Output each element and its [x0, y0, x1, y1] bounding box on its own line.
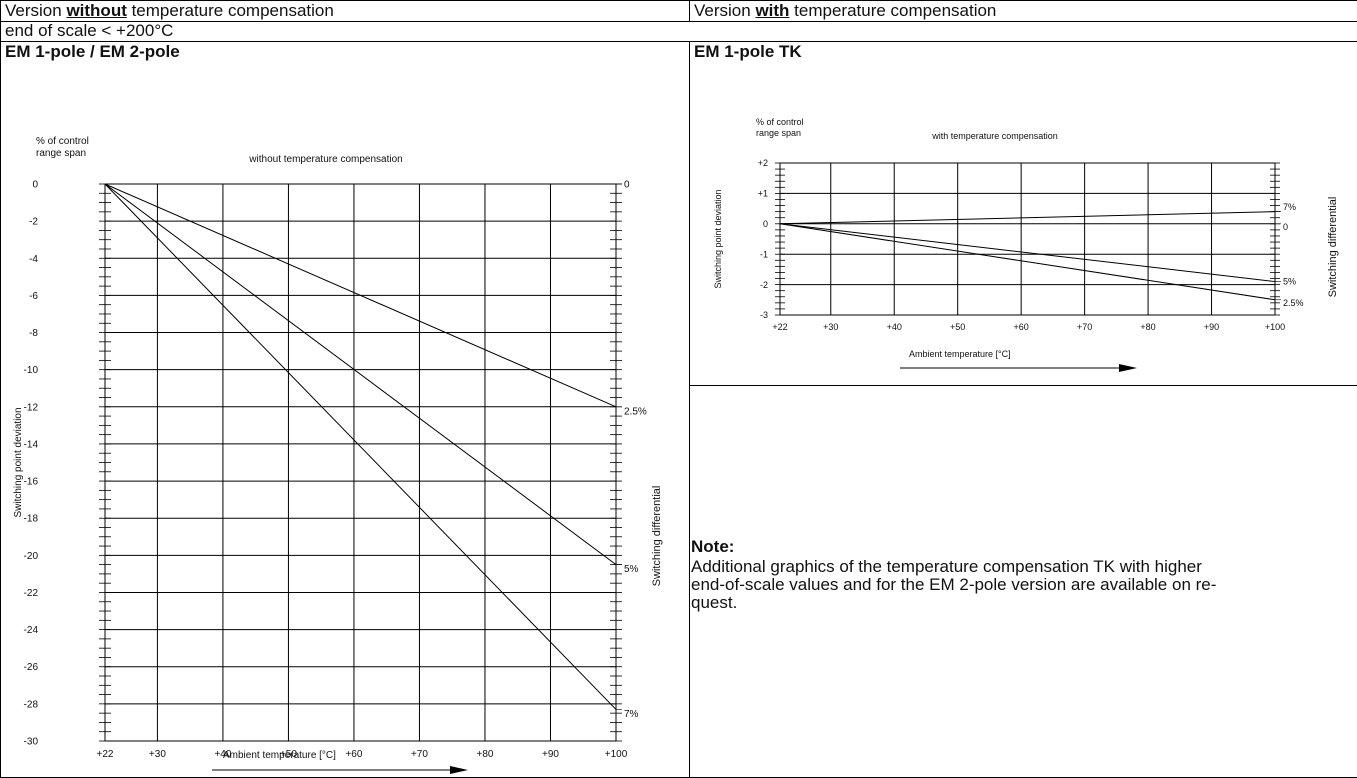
header-row2: end of scale < +200°C	[5, 21, 174, 40]
left-x-tick-label-1: +30	[149, 749, 166, 760]
panel-right-title: EM 1-pole TK	[694, 42, 802, 61]
right-x-tick-label-4: +60	[1014, 322, 1029, 332]
left-y-tick-label-8: -16	[24, 477, 39, 488]
left-right-axis-label: Switching differential	[651, 486, 663, 587]
left-x-tick-label-7: +90	[542, 749, 559, 760]
right-y-tick-label-2: 0	[763, 219, 768, 229]
right-x-tick-label-8: +100	[1265, 322, 1285, 332]
left-y-tick-label-4: -8	[29, 328, 38, 339]
left-right-tick-label-1: 2.5%	[624, 406, 647, 417]
left-y-tick-label-7: -14	[24, 439, 39, 450]
right-x-tick-label-1: +30	[823, 322, 838, 332]
chart-without-compensation: 0 -2 -4 -6 -8 -10 -12 -14 -16 -18 -20 -22 -24 -26 -28 -…	[13, 136, 663, 774]
left-x-axis-label: Ambient temperature [°C]	[223, 750, 336, 761]
right-y-tick-label-3: -1	[760, 249, 768, 259]
header-col2-emph: with	[755, 1, 790, 20]
right-y-tick-label-0: +2	[758, 158, 768, 168]
left-y-axis-label: Switching point deviation	[13, 407, 24, 517]
right-x-tick-label-6: +80	[1140, 322, 1155, 332]
left-y-tick-label-9: -18	[24, 514, 39, 525]
left-x-tick-label-8: +100	[605, 749, 628, 760]
header-col1-emph: without	[66, 1, 127, 20]
right-x-tick-label-5: +70	[1077, 322, 1092, 332]
note-line-3: quest.	[691, 593, 738, 612]
table-rule-left	[0, 0, 1, 778]
left-y-unit-line-2: range span	[36, 148, 86, 159]
right-x-tick-label-7: +90	[1204, 322, 1219, 332]
note-title: Note:	[691, 537, 735, 556]
note-line-2: end-of-scale values and for the EM 2-pol…	[691, 575, 1217, 594]
right-y-tick-label-1: +1	[758, 189, 768, 199]
table-rule-mid	[689, 41, 690, 778]
left-x-tick-label-3: +50	[280, 749, 297, 760]
left-y-tick-label-13: -26	[24, 662, 39, 673]
left-y-tick-label-5: -10	[24, 365, 39, 376]
header-col1: Version without temperature compensation	[5, 1, 334, 21]
left-chart-title: without temperature compensation	[248, 154, 402, 165]
right-chart-title: with temperature compensation	[931, 131, 1058, 141]
left-y-tick-label-2: -4	[29, 254, 38, 265]
left-right-tick-label-2: 5%	[624, 564, 639, 575]
left-y-tick-label-12: -24	[24, 625, 39, 636]
right-y-unit-line-1: % of control	[756, 117, 804, 127]
left-arrow-head	[450, 766, 468, 774]
header-col2-suffix: temperature compensation	[789, 1, 997, 20]
table-rule-right-panel	[689, 385, 1357, 386]
table-rule-2	[0, 41, 1357, 42]
note-block: Note: Additional graphics of the tempera…	[691, 538, 1357, 612]
left-y-unit-line-1: % of control	[36, 136, 89, 147]
left-y-tick-label-6: -12	[24, 402, 39, 413]
right-right-axis-label: Switching differential	[1327, 197, 1339, 298]
left-x-tick-label-2: +40	[214, 749, 231, 760]
table-rule-1	[0, 21, 1357, 22]
right-x-tick-label-3: +50	[950, 322, 965, 332]
note-line-1: Additional graphics of the temperature c…	[691, 557, 1202, 576]
left-right-tick-label-3: 7%	[624, 709, 639, 720]
right-y-tick-label-5: -3	[760, 310, 768, 320]
header-col2: Version with temperature compensation	[694, 1, 996, 21]
right-right-tick-label-3: 2.5%	[1283, 298, 1304, 308]
left-x-tick-label-6: +80	[476, 749, 493, 760]
header-col2-prefix: Version	[694, 1, 756, 20]
left-series-line-1	[104, 183, 617, 566]
right-right-tick-label-1: 0	[1283, 222, 1288, 232]
left-y-tick-label-10: -20	[24, 551, 39, 562]
left-y-tick-label-11: -22	[24, 588, 39, 599]
left-y-tick-label-15: -30	[24, 737, 39, 748]
right-x-tick-label-0: +22	[772, 322, 787, 332]
right-series-line-0	[779, 211, 1276, 225]
header-col1-suffix: temperature compensation	[126, 1, 334, 20]
left-x-tick-label-0: +22	[97, 749, 114, 760]
right-x-axis-label: Ambient temperature [°C]	[909, 349, 1011, 359]
table-rule-mid-top	[689, 0, 690, 22]
left-right-tick-label-0: 0	[624, 180, 630, 191]
table-rule-top	[0, 0, 1357, 1]
right-y-axis-label: Switching point deviation	[713, 189, 723, 288]
right-series-line-2	[779, 223, 1276, 301]
right-series-line-1	[779, 223, 1276, 283]
header-col1-prefix: Version	[5, 1, 67, 20]
left-x-tick-label-5: +70	[411, 749, 428, 760]
left-y-tick-label-3: -6	[29, 291, 38, 302]
right-y-tick-label-4: -2	[760, 280, 768, 290]
right-right-tick-label-0: 7%	[1283, 202, 1296, 212]
right-right-tick-label-2: 5%	[1283, 277, 1296, 287]
left-y-tick-label-1: -2	[29, 217, 38, 228]
left-series-line-2	[104, 183, 617, 710]
right-x-tick-label-2: +40	[887, 322, 902, 332]
left-x-tick-label-4: +60	[345, 749, 362, 760]
left-y-tick-label-0: 0	[32, 180, 38, 191]
left-series-line-0	[104, 183, 617, 408]
panel-left-title: EM 1-pole / EM 2-pole	[5, 42, 180, 61]
right-y-unit-line-2: range span	[756, 128, 801, 138]
left-y-tick-label-14: -28	[24, 699, 39, 710]
chart-with-compensation: +2 +1 0 -1 -2 -3 +22 +30 +40 +50 +60 +70 +80 +90 +100 7…	[713, 117, 1339, 372]
right-arrow-head	[1119, 364, 1137, 372]
